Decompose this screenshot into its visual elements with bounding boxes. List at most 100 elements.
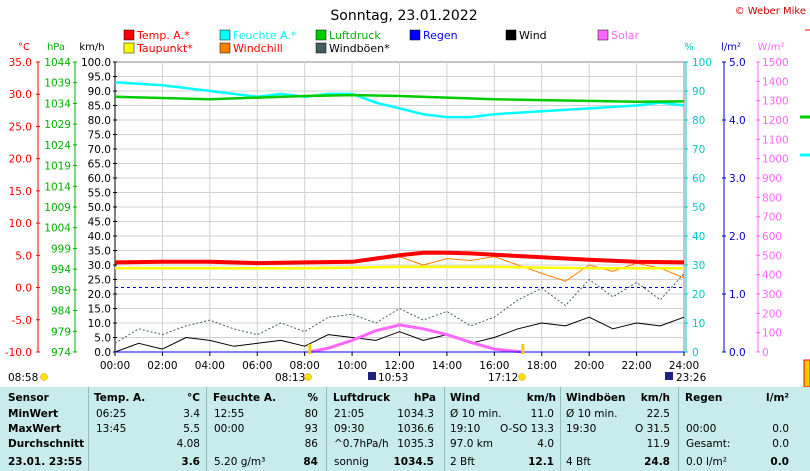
stats-cell: 93	[304, 423, 318, 435]
y-tick-hpa: 1024	[44, 140, 71, 152]
y-tick-pct: 10	[692, 318, 705, 330]
legend-swatch	[315, 42, 327, 54]
y-tick-hpa: 994	[51, 264, 71, 276]
grid	[115, 62, 684, 352]
y-tick-wm2: 300	[762, 289, 782, 301]
legend-swatch	[219, 29, 231, 41]
x-tick-label: 24:00	[669, 360, 699, 372]
stats-cell: O-SO 13.3	[500, 423, 554, 435]
stats-header: km/h	[526, 392, 556, 404]
y-tick-hpa: 1009	[44, 202, 71, 214]
y-tick-hpa: 984	[51, 306, 71, 318]
stats-cell: 0.0	[772, 438, 789, 450]
y-tick-kmh: 85.0	[88, 101, 111, 113]
y-tick-hpa: 999	[51, 243, 71, 255]
y-tick-pct: 90	[692, 86, 705, 98]
stats-header: l/m²	[766, 392, 789, 404]
chart-title: Sonntag, 23.01.2022	[330, 8, 477, 24]
legend-label: Feuchte A.*	[233, 29, 297, 42]
y-tick-hpa: 1039	[44, 78, 71, 90]
y-tick-wm2: 1100	[762, 134, 789, 146]
y-tick-temp: 0.0	[15, 283, 32, 295]
stats-header: Feuchte A.	[213, 392, 277, 404]
y-tick-pct: 100	[692, 57, 712, 69]
stats-cell: 1036.6	[397, 423, 434, 435]
y-axis-unit-wm2: W/m²	[757, 42, 784, 53]
weather-chart: Sonntag, 23.01.2022 © Weber Mike Temp. A…	[5, 6, 810, 387]
sun-icon	[304, 373, 312, 381]
event-time: 23:26	[676, 372, 707, 384]
y-tick-wm2: 400	[762, 270, 782, 282]
y-tick-wm2: 0	[762, 347, 769, 359]
stats-cell: 00:00	[686, 423, 717, 435]
legend-swatch	[315, 29, 327, 41]
stats-cell: 24.8	[644, 456, 670, 468]
series-taupunkt	[115, 265, 684, 270]
legend-label: Windböen*	[329, 42, 390, 55]
event-time: 10:53	[378, 372, 408, 384]
stats-cell: 19:30	[566, 423, 597, 435]
stats-header: Sensor	[8, 392, 49, 404]
legend-swatch	[597, 29, 609, 41]
y-tick-wm2: 1400	[762, 76, 789, 88]
stats-cell: 1034.3	[397, 408, 434, 420]
stats-header: Regen	[685, 392, 723, 404]
y-tick-hpa: 1019	[44, 161, 71, 173]
chart-legend: Temp. A.* Feuchte A.* Luftdruck Regen Wind So…	[123, 29, 640, 55]
x-tick-label: 22:00	[621, 360, 651, 372]
y-tick-pct: 30	[692, 260, 705, 272]
y-tick-kmh: 60.0	[88, 173, 111, 185]
stats-cell: 12.1	[528, 456, 554, 468]
stats-header: Windböen	[566, 392, 626, 404]
stats-cell: 11.0	[530, 408, 554, 420]
stats-cell: 1035.3	[397, 438, 434, 450]
y-tick-wm2: 900	[762, 173, 782, 185]
stats-cell: 1034.5	[393, 456, 434, 468]
legend-label: Luftdruck	[329, 29, 381, 42]
event-time: 17:12	[488, 372, 518, 384]
stats-cell: 06:25	[96, 408, 127, 420]
y-tick-kmh: 30.0	[88, 260, 111, 272]
stats-cell: 4.08	[176, 438, 200, 450]
stats-cell: 11.9	[646, 438, 670, 450]
stats-header: Wind	[450, 392, 481, 404]
stats-cell: 0.0	[770, 456, 789, 468]
y-tick-kmh: 55.0	[88, 188, 111, 200]
y-tick-pct: 60	[692, 173, 705, 185]
stats-header: Temp. A.	[94, 392, 146, 404]
y-tick-hpa: 989	[51, 285, 71, 297]
stats-header: km/h	[640, 392, 670, 404]
y-tick-wm2: 200	[762, 308, 782, 320]
stats-cell: 09:30	[334, 423, 365, 435]
y-tick-pct: 80	[692, 115, 705, 127]
y-tick-hpa: 1029	[44, 119, 71, 131]
y-tick-pct: 40	[692, 231, 705, 243]
stats-column-separator	[560, 387, 561, 471]
series-temp-a	[114, 250, 685, 266]
y-tick-kmh: 100.0	[81, 57, 111, 69]
x-tick-label: 08:00	[290, 360, 320, 372]
right-edge-decoration	[800, 29, 810, 387]
y-axis-unit-pct: %	[684, 42, 694, 53]
stats-cell: 2 Bft	[450, 456, 475, 468]
y-tick-wm2: 500	[762, 250, 782, 262]
series-solar	[309, 323, 523, 354]
y-tick-kmh: 35.0	[88, 246, 111, 258]
x-tick-label: 02:00	[147, 360, 177, 372]
y-tick-kmh: 75.0	[88, 130, 111, 142]
y-tick-wm2: 600	[762, 231, 782, 243]
stats-cell: 84	[303, 456, 318, 468]
y-tick-temp: 35.0	[9, 57, 32, 69]
stats-row-label: Durchschnitt	[8, 438, 85, 450]
y-tick-pct: 50	[692, 202, 705, 214]
x-tick-label: 20:00	[574, 360, 604, 372]
y-tick-wm2: 1300	[762, 96, 789, 108]
x-axis: 00:00 02:00 04:00 06:00 08:00 10:00 12:00 14:00…	[100, 352, 699, 372]
y-tick-wm2: 700	[762, 212, 782, 224]
stats-cell: 22.5	[646, 408, 670, 420]
y-tick-kmh: 15.0	[88, 304, 111, 316]
y-tick-lm2: 5.0	[729, 57, 746, 69]
stats-cell: 5.20 g/m³	[214, 456, 266, 468]
y-tick-wm2: 100	[762, 328, 782, 340]
y-tick-kmh: 70.0	[88, 144, 111, 156]
